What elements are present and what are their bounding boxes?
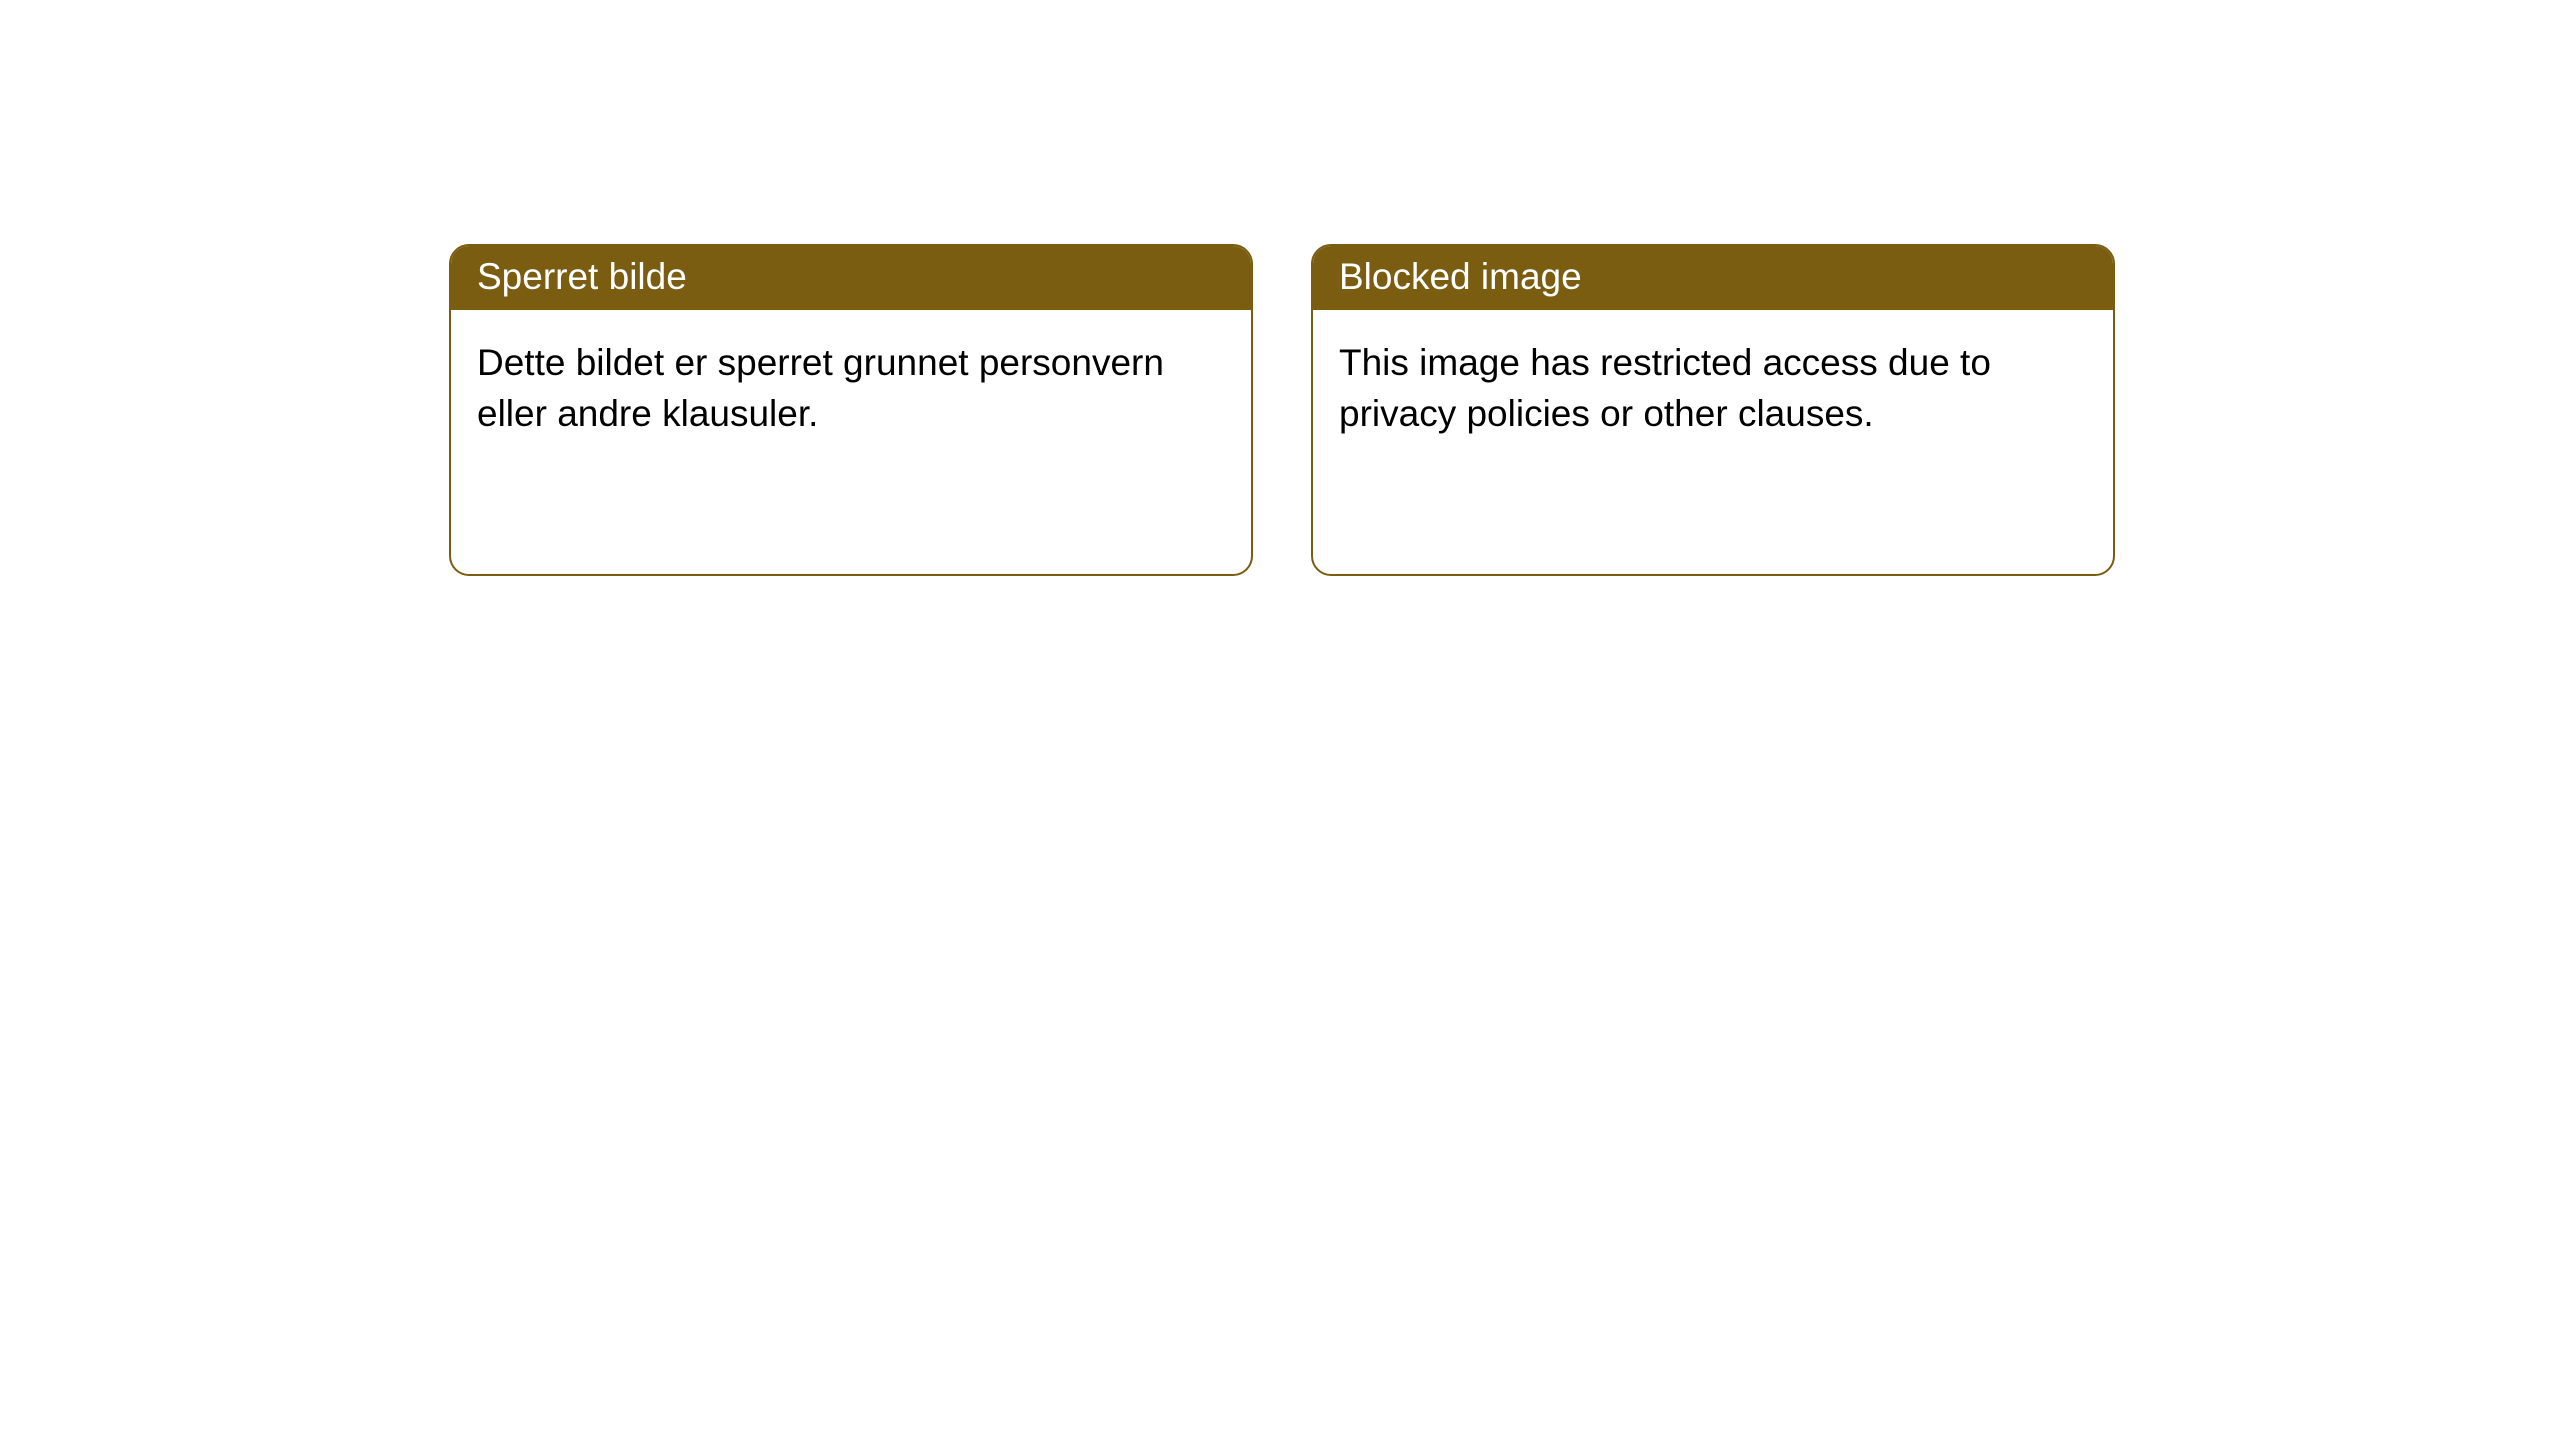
card-header: Sperret bilde [451,246,1251,310]
card-body: Dette bildet er sperret grunnet personve… [451,310,1251,467]
card-body-text: Dette bildet er sperret grunnet personve… [477,342,1164,434]
notice-card-english: Blocked image This image has restricted … [1311,244,2115,576]
card-body: This image has restricted access due to … [1313,310,2113,467]
card-header-text: Blocked image [1339,256,1582,297]
card-header-text: Sperret bilde [477,256,687,297]
notice-container: Sperret bilde Dette bildet er sperret gr… [0,0,2560,576]
card-header: Blocked image [1313,246,2113,310]
card-body-text: This image has restricted access due to … [1339,342,1991,434]
notice-card-norwegian: Sperret bilde Dette bildet er sperret gr… [449,244,1253,576]
